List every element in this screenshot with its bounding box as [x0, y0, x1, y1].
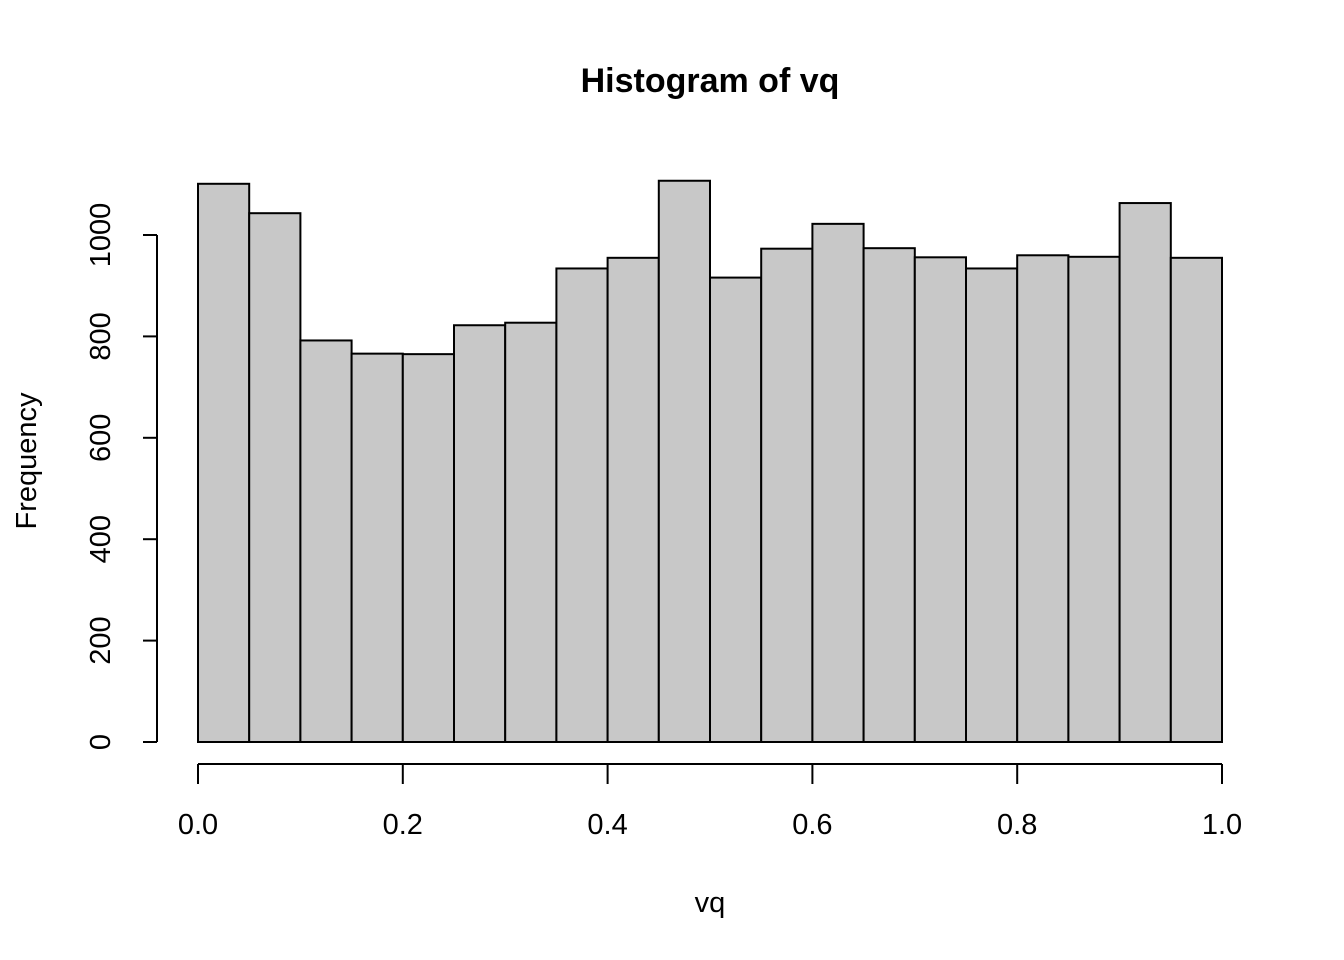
histogram-bar	[811, 222, 865, 743]
histogram-bar	[504, 321, 558, 743]
x-tick-label: 0.4	[587, 809, 627, 841]
histogram-bar	[760, 247, 814, 743]
histogram-bar	[248, 212, 302, 744]
y-axis: 0 200 400 600 800 1000	[85, 203, 158, 750]
y-tick-label: 0	[85, 734, 117, 750]
x-tick-label: 0.0	[178, 809, 218, 841]
histogram-bar	[657, 179, 711, 744]
histogram-bar	[299, 339, 353, 743]
histogram-bar	[1067, 255, 1121, 743]
y-tick-label: 1000	[85, 203, 117, 268]
histogram-bar	[1016, 254, 1070, 743]
bars-group	[197, 179, 1224, 744]
x-tick-label: 0.2	[383, 809, 423, 841]
y-tick-label: 800	[85, 312, 117, 360]
histogram-bar	[606, 256, 660, 743]
y-axis-label: Frequency	[11, 392, 43, 530]
histogram-bar	[350, 352, 404, 743]
histogram-bar	[1169, 256, 1224, 743]
y-tick-label: 600	[85, 414, 117, 462]
x-tick-label: 1.0	[1202, 809, 1242, 841]
x-tick-label: 0.6	[792, 809, 832, 841]
histogram-bar	[862, 247, 916, 743]
histogram-bar	[555, 267, 609, 743]
y-tick-label: 400	[85, 515, 117, 563]
histogram-bar	[1118, 202, 1172, 743]
histogram-bar	[913, 256, 967, 743]
chart-title: Histogram of vq	[581, 62, 840, 100]
x-axis: 0.0 0.2 0.4 0.6 0.8 1.0	[178, 763, 1242, 841]
histogram-bar	[965, 267, 1019, 743]
x-axis-label: vq	[695, 887, 726, 919]
histogram-bar	[709, 276, 763, 743]
histogram-bar	[401, 353, 455, 743]
x-tick-label: 0.8	[997, 809, 1037, 841]
histogram-bar	[453, 324, 507, 743]
y-tick-label: 200	[85, 616, 117, 664]
histogram-bar	[197, 182, 251, 743]
